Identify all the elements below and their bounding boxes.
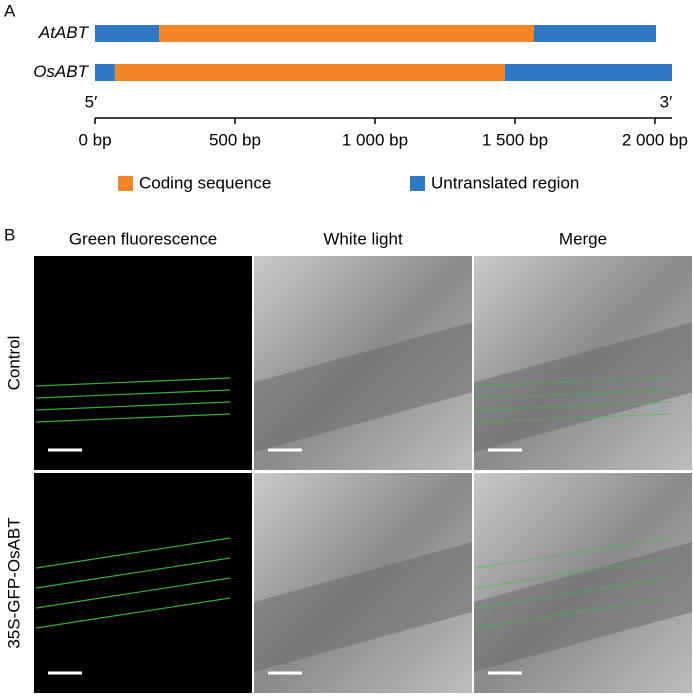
gfp-signal (35, 401, 231, 411)
panel-label: A (4, 1, 16, 20)
legend-swatch (410, 176, 425, 191)
gfp-signal (475, 413, 671, 423)
row-label: 35S-GFP-OsABT (4, 517, 23, 648)
x-tick-label: 2 000 bp (622, 130, 688, 149)
microscopy-panel: Green fluorescence White light Merge Contro… (4, 229, 692, 693)
legend-label: Untranslated region (431, 173, 579, 192)
root-image (254, 542, 472, 672)
row-label: Control (4, 336, 23, 391)
gene-name: OsABT (33, 62, 89, 81)
utr-segment (504, 64, 672, 81)
x-tick-label: 1 000 bp (342, 130, 408, 149)
gfp-signal (475, 537, 671, 569)
end-label: 3′ (660, 92, 673, 111)
root-image (474, 542, 692, 672)
micrograph (34, 256, 252, 470)
gfp-signal (475, 401, 671, 411)
gfp-signal (35, 537, 231, 569)
gfp-signal (475, 377, 671, 387)
gfp-signal (475, 557, 671, 589)
gfp-signal (35, 389, 231, 399)
legend-swatch (118, 176, 133, 191)
gfp-signal (35, 413, 231, 423)
end-label: 5′ (85, 92, 98, 111)
gene-structure-chart: AtABT OsABT 5′ 3′ 0 bp 500 bp 1 000 bp 1 500 bp… (33, 23, 688, 193)
column-header: Green fluorescence (69, 229, 217, 248)
gfp-signal (475, 389, 671, 399)
column-header: White light (323, 229, 403, 248)
gfp-signal (35, 377, 231, 387)
utr-segment (95, 64, 115, 81)
x-tick-label: 0 bp (78, 130, 111, 149)
gfp-signal (475, 597, 671, 629)
coding-segment (114, 64, 505, 81)
gfp-signal (35, 577, 231, 609)
gfp-signal (475, 577, 671, 609)
utr-segment (533, 25, 657, 42)
column-header: Merge (559, 229, 607, 248)
x-tick-label: 1 500 bp (482, 130, 548, 149)
gfp-signal (35, 597, 231, 629)
x-tick-label: 500 bp (209, 130, 261, 149)
utr-segment (95, 25, 160, 42)
root-image (254, 322, 472, 453)
gene-name: AtABT (38, 23, 90, 42)
legend-label: Coding sequence (139, 173, 271, 192)
coding-segment (159, 25, 534, 42)
gfp-signal (35, 557, 231, 589)
panel-label: B (4, 225, 15, 244)
